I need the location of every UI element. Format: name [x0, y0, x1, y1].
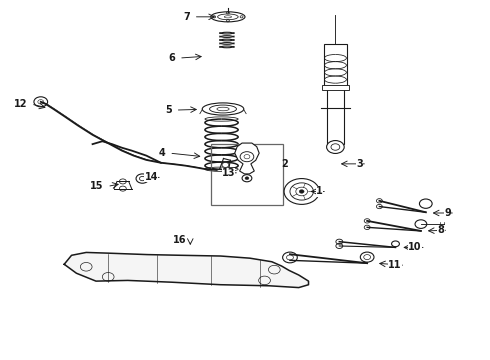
- Circle shape: [34, 97, 48, 107]
- Circle shape: [120, 186, 126, 191]
- Text: 6: 6: [169, 53, 175, 63]
- Text: 13: 13: [222, 168, 235, 178]
- Text: 3: 3: [357, 159, 363, 169]
- Bar: [211, 144, 283, 205]
- Text: 4: 4: [159, 148, 165, 158]
- Circle shape: [327, 140, 344, 153]
- Text: 11: 11: [388, 260, 401, 270]
- Circle shape: [245, 177, 249, 180]
- Circle shape: [415, 220, 427, 228]
- Text: 14: 14: [145, 172, 158, 182]
- Circle shape: [283, 252, 297, 263]
- Text: 12: 12: [14, 99, 27, 109]
- Circle shape: [102, 273, 114, 281]
- Text: 9: 9: [444, 208, 451, 218]
- Circle shape: [259, 276, 270, 285]
- Text: 10: 10: [408, 242, 422, 252]
- Text: 8: 8: [438, 225, 444, 235]
- Bar: [322, 85, 349, 90]
- Circle shape: [222, 162, 229, 167]
- Text: 7: 7: [183, 12, 190, 22]
- Circle shape: [80, 262, 92, 271]
- Polygon shape: [64, 252, 309, 288]
- Circle shape: [240, 152, 254, 162]
- Circle shape: [419, 199, 432, 208]
- Text: 15: 15: [90, 181, 103, 192]
- Circle shape: [299, 190, 304, 193]
- Circle shape: [136, 174, 149, 183]
- Circle shape: [120, 179, 126, 184]
- Bar: [327, 87, 344, 144]
- Text: 1: 1: [317, 186, 323, 197]
- Bar: [324, 44, 347, 87]
- Text: 16: 16: [173, 235, 186, 245]
- Polygon shape: [235, 143, 259, 174]
- Text: 2: 2: [282, 159, 289, 169]
- Circle shape: [360, 252, 374, 262]
- Circle shape: [269, 265, 280, 274]
- Circle shape: [284, 179, 319, 204]
- Circle shape: [242, 175, 252, 182]
- Text: 5: 5: [165, 105, 172, 115]
